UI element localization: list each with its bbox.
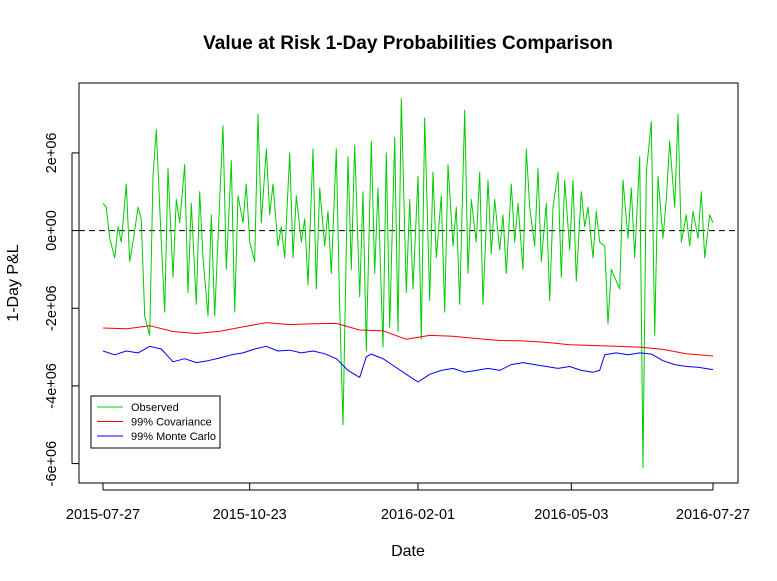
chart-title: Value at Risk 1-Day Probabilities Compar…: [203, 33, 613, 54]
x-axis-label: Date: [391, 543, 425, 560]
series-line-99-monte-carlo: [102, 345, 714, 383]
series-line-observed: [102, 98, 714, 468]
x-tick-label: 2016-05-03: [534, 507, 608, 523]
y-tick-label: -6e+06: [44, 441, 60, 487]
legend-label-99-covariance: 99% Covariance: [131, 417, 212, 429]
x-axis: 2015-07-27 2015-10-23 2016-02-01 2016-05-03…: [66, 483, 750, 523]
x-tick-label: 2016-02-01: [381, 507, 455, 523]
legend: Observed 99% Covariance 99% Monte Carlo: [90, 395, 221, 449]
y-tick-label: -2e+06: [44, 285, 60, 331]
x-tick-label: 2015-10-23: [213, 507, 287, 523]
legend-label-99-monte-carlo: 99% Monte Carlo: [131, 431, 216, 443]
y-tick-label: 0e+00: [44, 210, 60, 251]
y-axis-label: 1-Day P&L: [5, 244, 22, 321]
legend-label-observed: Observed: [131, 402, 179, 414]
x-tick-label: 2015-07-27: [66, 507, 140, 523]
series-layer: [102, 98, 714, 468]
series-line-99-covariance: [102, 322, 714, 357]
plot-frame: [78, 82, 739, 484]
y-tick-label: -4e+06: [44, 363, 60, 409]
y-axis: -6e+06 -4e+06 -2e+06 0e+00 2e+06: [44, 133, 79, 487]
x-tick-label: 2016-07-27: [676, 507, 750, 523]
y-tick-label: 2e+06: [44, 133, 60, 174]
